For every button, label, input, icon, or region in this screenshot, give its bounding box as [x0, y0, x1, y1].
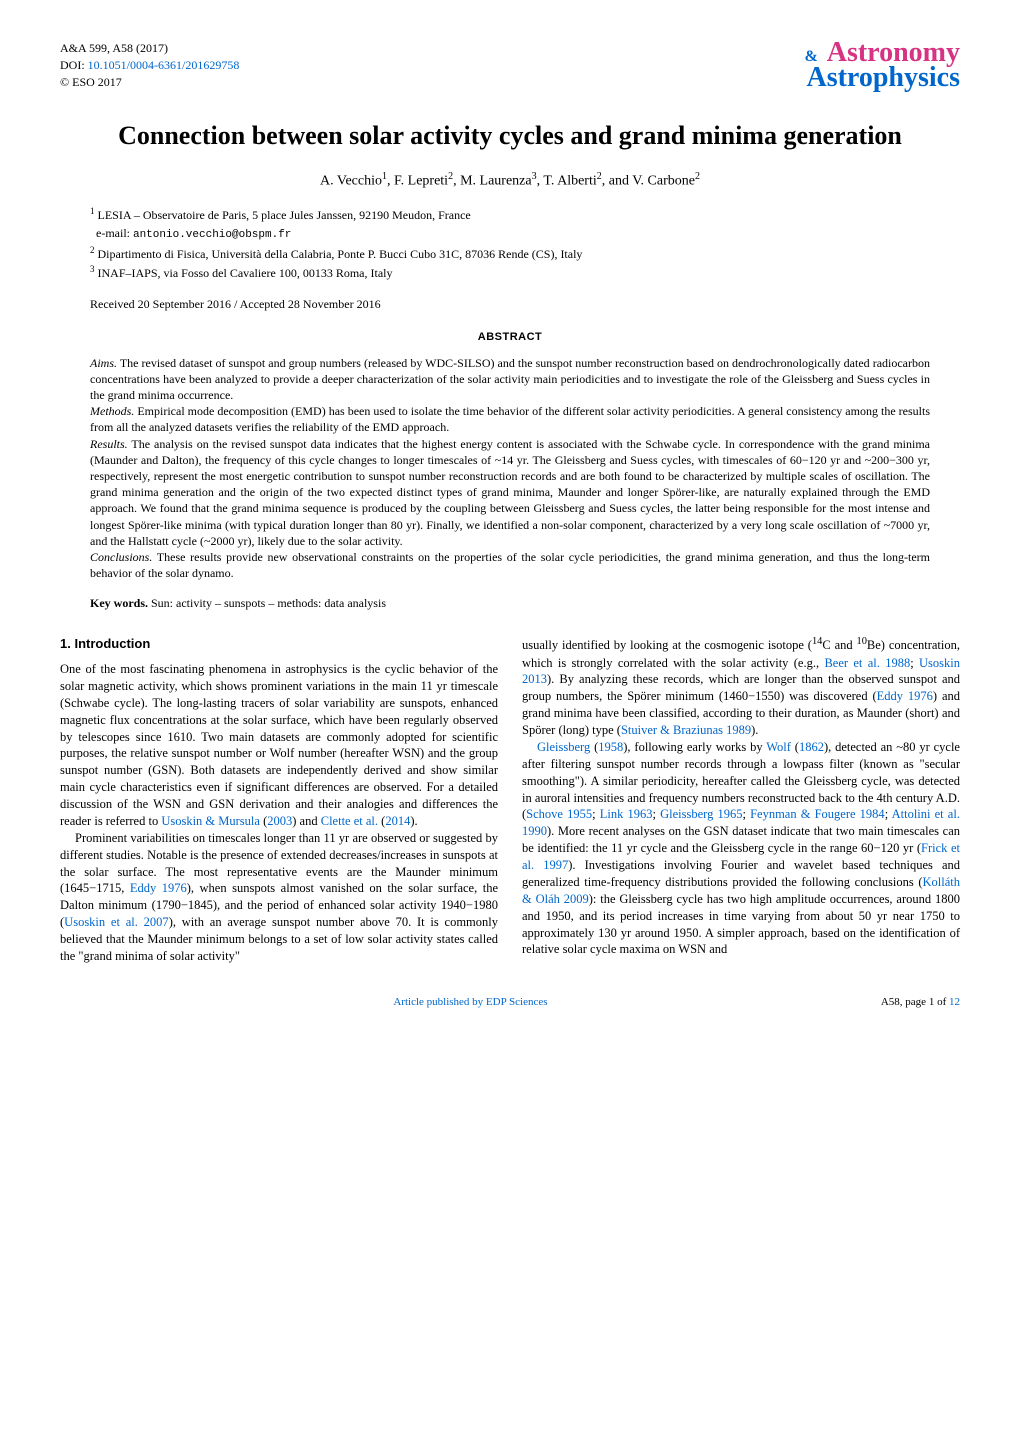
header-row: A&A 599, A58 (2017) DOI: 10.1051/0004-63…	[60, 40, 960, 90]
column-right: usually identified by looking at the cos…	[522, 635, 960, 964]
col2-p2: Gleissberg (1958), following early works…	[522, 739, 960, 958]
methods-text: Empirical mode decomposition (EMD) has b…	[90, 404, 930, 434]
affiliation-1: 1 LESIA – Observatoire de Paris, 5 place…	[90, 205, 930, 244]
abstract: Aims. The revised dataset of sunspot and…	[90, 355, 930, 582]
cite-eddy-1976a[interactable]: Eddy 1976	[130, 881, 187, 895]
aims-label: Aims.	[90, 356, 117, 370]
journal-ref: A&A 599, A58 (2017)	[60, 40, 239, 57]
cite-beer-1988[interactable]: Beer et al. 1988	[824, 656, 910, 670]
c2p2i: ). More recent analyses on the GSN datas…	[522, 824, 960, 855]
received-accepted: Received 20 September 2016 / Accepted 28…	[90, 296, 930, 312]
sup-14: 14	[812, 636, 822, 647]
affiliation-3: 3 INAF–IAPS, via Fosso del Cavaliere 100…	[90, 263, 930, 282]
c2p2c: (	[791, 740, 799, 754]
footer-publisher-link[interactable]: Article published by EDP Sciences	[393, 995, 547, 1010]
column-left: 1. Introduction One of the most fascinat…	[60, 635, 498, 964]
logo-a2: A	[806, 62, 826, 93]
email[interactable]: antonio.vecchio@obspm.fr	[133, 229, 291, 241]
aff-sup-2: 2	[90, 245, 95, 255]
col2-p1: usually identified by looking at the cos…	[522, 635, 960, 738]
copyright: © ESO 2017	[60, 74, 239, 91]
section-1-heading: 1. Introduction	[60, 635, 498, 653]
footer-total-pages-link[interactable]: 12	[949, 996, 960, 1008]
paper-title: Connection between solar activity cycles…	[60, 120, 960, 151]
keywords-text: Sun: activity – sunspots – methods: data…	[148, 596, 386, 610]
c2p2g: ;	[742, 807, 750, 821]
aff-text-2: Dipartimento di Fisica, Università della…	[98, 247, 583, 261]
cite-year-2003[interactable]: 2003	[267, 814, 292, 828]
aff-text-1: LESIA – Observatoire de Paris, 5 place J…	[98, 208, 471, 222]
logo-ampersand: &	[804, 50, 817, 64]
journal-logo: Astronomy & Astrophysics	[806, 40, 960, 90]
footer: Article published by EDP Sciences A58, p…	[60, 995, 960, 1010]
header-left: A&A 599, A58 (2017) DOI: 10.1051/0004-63…	[60, 40, 239, 90]
cite-gleissberg-1965[interactable]: Gleissberg 1965	[660, 807, 742, 821]
cite-clette[interactable]: Clette et al.	[321, 814, 378, 828]
aff-sup-3: 3	[90, 264, 95, 274]
logo-bottom-rest: strophysics	[827, 62, 960, 93]
affiliation-2: 2 Dipartimento di Fisica, Università del…	[90, 244, 930, 263]
affiliations: 1 LESIA – Observatoire de Paris, 5 place…	[90, 205, 930, 282]
keywords-label: Key words.	[90, 596, 148, 610]
c2p2b: ), following early works by	[623, 740, 766, 754]
logo-bottom-line: & Astrophysics	[806, 65, 960, 90]
intro-p2: Prominent variabilities on timescales lo…	[60, 830, 498, 965]
keywords: Key words. Sun: activity – sunspots – me…	[90, 595, 930, 611]
abstract-methods: Methods. Empirical mode decomposition (E…	[90, 403, 930, 435]
conclusions-text: These results provide new observational …	[90, 550, 930, 580]
cite-year-2014[interactable]: 2014	[385, 814, 410, 828]
cite-usoskin-2007[interactable]: Usoskin et al. 2007	[64, 915, 169, 929]
cite-usoskin-mursula[interactable]: Usoskin & Mursula	[161, 814, 260, 828]
footer-right-text: A58, page 1 of	[881, 996, 949, 1008]
body-columns: 1. Introduction One of the most fascinat…	[60, 635, 960, 964]
authors: A. Vecchio1, F. Lepreti2, M. Laurenza3, …	[60, 170, 960, 192]
sup-10: 10	[857, 636, 867, 647]
c2p1a2: C and	[822, 639, 856, 653]
c2p1a: usually identified by looking at the cos…	[522, 639, 812, 653]
aff-sup-1: 1	[90, 206, 95, 216]
doi-line: DOI: 10.1051/0004-6361/201629758	[60, 57, 239, 74]
cite-link-1963[interactable]: Link 1963	[600, 807, 653, 821]
abstract-heading: ABSTRACT	[60, 330, 960, 345]
p1-text: One of the most fascinating phenomena in…	[60, 662, 498, 828]
p1b-text: and	[296, 814, 320, 828]
abstract-results: Results. The analysis on the revised sun…	[90, 436, 930, 549]
c2p2h: ;	[885, 807, 892, 821]
c2p2f: ;	[652, 807, 660, 821]
cite-gleissberg[interactable]: Gleissberg	[537, 740, 590, 754]
c2p1c: ;	[910, 656, 919, 670]
conclusions-label: Conclusions.	[90, 550, 152, 564]
cite-feynman-1984[interactable]: Feynman & Fougere 1984	[750, 807, 885, 821]
results-text: The analysis on the revised sunspot data…	[90, 437, 930, 548]
methods-label: Methods.	[90, 404, 134, 418]
email-label: e-mail:	[96, 226, 133, 240]
intro-p1: One of the most fascinating phenomena in…	[60, 661, 498, 830]
footer-page-info: A58, page 1 of 12	[881, 995, 960, 1010]
abstract-conclusions: Conclusions. These results provide new o…	[90, 549, 930, 581]
cite-stuiver-1989[interactable]: Stuiver & Braziunas 1989	[621, 723, 751, 737]
doi-prefix: DOI:	[60, 58, 88, 72]
cite-eddy-1976b[interactable]: Eddy 1976	[877, 689, 933, 703]
aims-text: The revised dataset of sunspot and group…	[90, 356, 930, 402]
cite-year-1958[interactable]: 1958	[598, 740, 623, 754]
c2p1f: ).	[751, 723, 758, 737]
c2p2e: ;	[592, 807, 600, 821]
doi-link[interactable]: 10.1051/0004-6361/201629758	[88, 58, 240, 72]
cite-year-1862[interactable]: 1862	[799, 740, 824, 754]
cite-wolf[interactable]: Wolf	[766, 740, 791, 754]
cite-schove-1955[interactable]: Schove 1955	[526, 807, 592, 821]
c2p2j: ). Investigations involving Fourier and …	[522, 858, 960, 889]
abstract-aims: Aims. The revised dataset of sunspot and…	[90, 355, 930, 404]
aff-text-3: INAF–IAPS, via Fosso del Cavaliere 100, …	[98, 266, 393, 280]
p1-y2b: ).	[410, 814, 417, 828]
results-label: Results.	[90, 437, 128, 451]
